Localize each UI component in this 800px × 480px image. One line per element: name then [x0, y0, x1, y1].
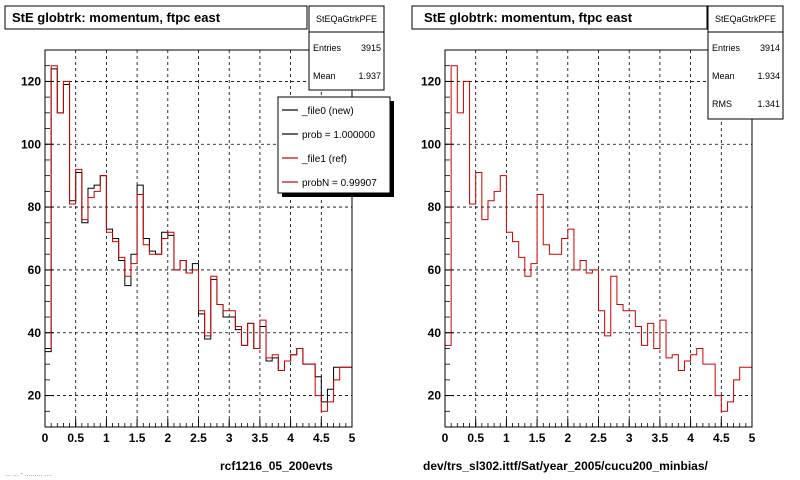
right-stats-entries-label: Entries — [712, 43, 741, 53]
right-ytick-label-100: 100 — [421, 137, 441, 151]
right-xtick-label-1.5: 1.5 — [529, 431, 546, 445]
right-stats-rms-value: 1.341 — [757, 99, 780, 109]
left-stats-frame — [308, 5, 385, 91]
right-axes: 0 0.5 1 1.5 2 2.5 3 3.5 4 4.5 5 20 40 60 80 100 120 — [421, 49, 756, 445]
left-ytick-label-60: 60 — [28, 263, 42, 277]
left-ytick-label-100: 100 — [21, 137, 41, 151]
right-stats-rms-label: RMS — [712, 99, 732, 109]
right-xtick-label-0: 0 — [442, 431, 449, 445]
right-xtick-label-5: 5 — [749, 431, 756, 445]
left-xtick-label-0: 0 — [42, 431, 49, 445]
right-xtick-label-0.5: 0.5 — [467, 431, 484, 445]
left-xtick-label-2.5: 2.5 — [190, 431, 207, 445]
right-xtick-label-3.5: 3.5 — [652, 431, 669, 445]
left-ytick-label-80: 80 — [28, 200, 42, 214]
legend-box: _file0 (new) prob = 1.000000 _file1 (ref… — [277, 96, 394, 197]
right-stats-mean-value: 1.934 — [757, 71, 780, 81]
left-stats-entries-value: 3915 — [361, 43, 381, 53]
right-ytick-label-40: 40 — [428, 326, 442, 340]
right-footer-label: dev/trs_sl302.ittf/Sat/year_2005/cucu200… — [423, 459, 708, 473]
legend-label-prob: prob = 1.000000 — [302, 130, 376, 141]
right-xtick-label-3: 3 — [626, 431, 633, 445]
left-xtick-label-3: 3 — [226, 431, 233, 445]
left-axes: 0 0.5 1 1.5 2 2.5 3 3.5 4 4.5 5 20 40 60 80 100 120 — [21, 49, 356, 445]
right-ytick-label-20: 20 — [428, 389, 442, 403]
left-xtick-label-3.5: 3.5 — [252, 431, 269, 445]
left-xtick-label-5: 5 — [349, 431, 356, 445]
left-xtick-label-1: 1 — [103, 431, 110, 445]
left-xtick-label-4: 4 — [287, 431, 294, 445]
left-chart-title: StE globtrk: momentum, ftpc east — [12, 10, 221, 25]
right-ytick-label-80: 80 — [428, 200, 442, 214]
left-ytick-label-120: 120 — [21, 74, 41, 88]
right-stats-entries-value: 3914 — [760, 43, 780, 53]
timestamp-fragment: ... ... - ......... .... — [5, 471, 52, 478]
right-xtick-label-4.5: 4.5 — [713, 431, 730, 445]
right-stats-frame — [707, 5, 784, 120]
left-ytick-label-20: 20 — [28, 389, 42, 403]
right-stats-name: StEQaGtrkPFE — [715, 14, 776, 24]
right-title-box: StE globtrk: momentum, ftpc east — [411, 5, 708, 30]
left-xtick-label-4.5: 4.5 — [313, 431, 330, 445]
left-title-frame — [4, 5, 308, 30]
right-ytick-label-60: 60 — [428, 263, 442, 277]
left-histogram-series-1 — [44, 65, 353, 427]
right-stats-box: StEQaGtrkPFE Entries 3914 Mean 1.934 RMS… — [707, 5, 784, 120]
left-xtick-label-2: 2 — [164, 431, 171, 445]
left-stats-mean-label: Mean — [313, 71, 336, 81]
right-histogram-panel: 0 0.5 1 1.5 2 2.5 3 3.5 4 4.5 5 20 40 60 80 100 120 StE … — [411, 5, 784, 473]
left-stats-mean-value: 1.937 — [358, 71, 381, 81]
right-histogram-series-0 — [444, 65, 753, 427]
legend-label-probn: probN = 0.99907 — [302, 178, 377, 189]
left-footer-label: rcf1216_05_200evts — [220, 459, 333, 473]
left-xtick-label-1.5: 1.5 — [129, 431, 146, 445]
left-stats-box: StEQaGtrkPFE Entries 3915 Mean 1.937 — [308, 5, 385, 91]
left-stats-name: StEQaGtrkPFE — [316, 14, 377, 24]
right-xtick-label-1: 1 — [503, 431, 510, 445]
left-title-box: StE globtrk: momentum, ftpc east — [4, 5, 308, 30]
right-xtick-label-2.5: 2.5 — [590, 431, 607, 445]
left-histogram-panel: 0 0.5 1 1.5 2 2.5 3 3.5 4 4.5 5 20 40 60 80 100 120 StE … — [4, 5, 394, 478]
right-xtick-label-4: 4 — [687, 431, 694, 445]
right-xtick-label-2: 2 — [564, 431, 571, 445]
right-series-group — [444, 65, 753, 427]
right-chart-title: StE globtrk: momentum, ftpc east — [424, 10, 633, 25]
left-xtick-label-0.5: 0.5 — [67, 431, 84, 445]
right-ytick-label-120: 120 — [421, 74, 441, 88]
left-stats-entries-label: Entries — [313, 43, 342, 53]
legend-frame — [277, 96, 391, 194]
left-ytick-label-40: 40 — [28, 326, 42, 340]
legend-label-file0: _file0 (new) — [301, 106, 354, 117]
legend-label-file1: _file1 (ref) — [301, 154, 347, 165]
right-title-frame — [411, 5, 708, 30]
left-series-group — [44, 65, 353, 427]
right-stats-mean-label: Mean — [712, 71, 735, 81]
